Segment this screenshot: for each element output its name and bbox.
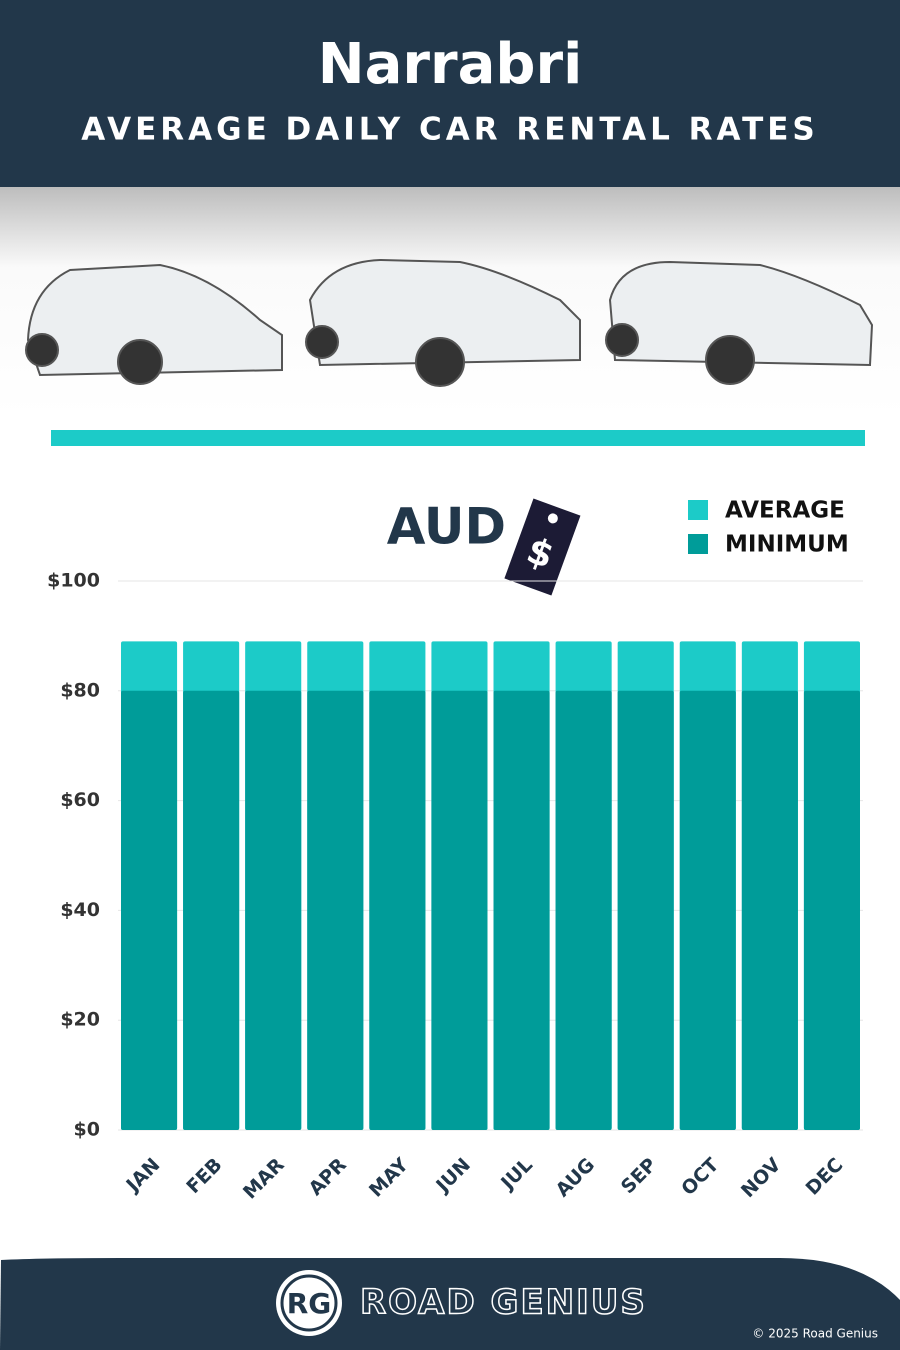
- legend-label: AVERAGE: [725, 498, 845, 524]
- x-tick-label: SEP: [617, 1154, 661, 1198]
- currency-label: AUD: [387, 498, 506, 556]
- bar: [493, 690, 550, 1130]
- x-tick-label: MAY: [365, 1154, 413, 1202]
- wheel: [705, 335, 755, 385]
- tag-body: [504, 498, 581, 596]
- legend-label: MINIMUM: [725, 532, 849, 558]
- tag-hole: [547, 513, 558, 524]
- car: [608, 260, 874, 367]
- bar: [679, 690, 736, 1130]
- footer-band: [0, 1258, 900, 1350]
- bar: [369, 690, 426, 1130]
- logo-text: RG: [287, 1287, 332, 1320]
- logo-circle: [276, 1270, 342, 1336]
- x-tick-label: OCT: [677, 1154, 723, 1200]
- bar: [741, 690, 798, 1130]
- x-tick-label: NOV: [737, 1154, 785, 1202]
- y-tick-label: $0: [74, 1119, 100, 1141]
- chart-title: Narrabri: [318, 32, 583, 97]
- bar: [555, 690, 612, 1130]
- x-tick-label: DEC: [802, 1154, 848, 1200]
- legend-swatch: [688, 500, 708, 520]
- x-tick-label: AUG: [552, 1154, 599, 1201]
- y-tick-label: $80: [60, 679, 100, 701]
- brand-name: ROAD GENIUS: [360, 1283, 647, 1323]
- x-tick-label: JUL: [496, 1154, 537, 1195]
- bar: [121, 690, 178, 1130]
- wheel: [305, 325, 339, 359]
- y-tick-label: $40: [60, 899, 100, 921]
- y-tick-label: $20: [60, 1009, 100, 1031]
- car: [308, 258, 581, 367]
- x-tick-label: JAN: [121, 1154, 165, 1198]
- bar: [245, 690, 302, 1130]
- bar: [617, 690, 674, 1130]
- logo-ring: [280, 1274, 338, 1332]
- x-tick-label: MAR: [239, 1154, 289, 1204]
- bar: [183, 690, 240, 1130]
- header-band: [0, 0, 900, 187]
- x-tick-label: APR: [305, 1154, 351, 1200]
- wheel: [415, 337, 465, 387]
- wheel: [117, 339, 163, 385]
- wheel: [605, 323, 639, 357]
- legend-swatch: [688, 534, 708, 554]
- y-tick-label: $60: [60, 789, 100, 811]
- bar: [307, 690, 364, 1130]
- car: [26, 263, 283, 377]
- divider: [51, 430, 865, 446]
- price-tag: $: [504, 498, 581, 596]
- chart-subtitle: AVERAGE DAILY CAR RENTAL RATES: [81, 112, 819, 148]
- y-tick-label: $100: [47, 570, 100, 592]
- bar: [431, 690, 488, 1130]
- x-tick-label: FEB: [182, 1154, 226, 1198]
- copyright: © 2025 Road Genius: [752, 1327, 878, 1341]
- x-tick-label: JUN: [431, 1154, 475, 1198]
- wheel: [25, 333, 59, 367]
- car-illustrations: [25, 258, 874, 387]
- bar: [803, 690, 860, 1130]
